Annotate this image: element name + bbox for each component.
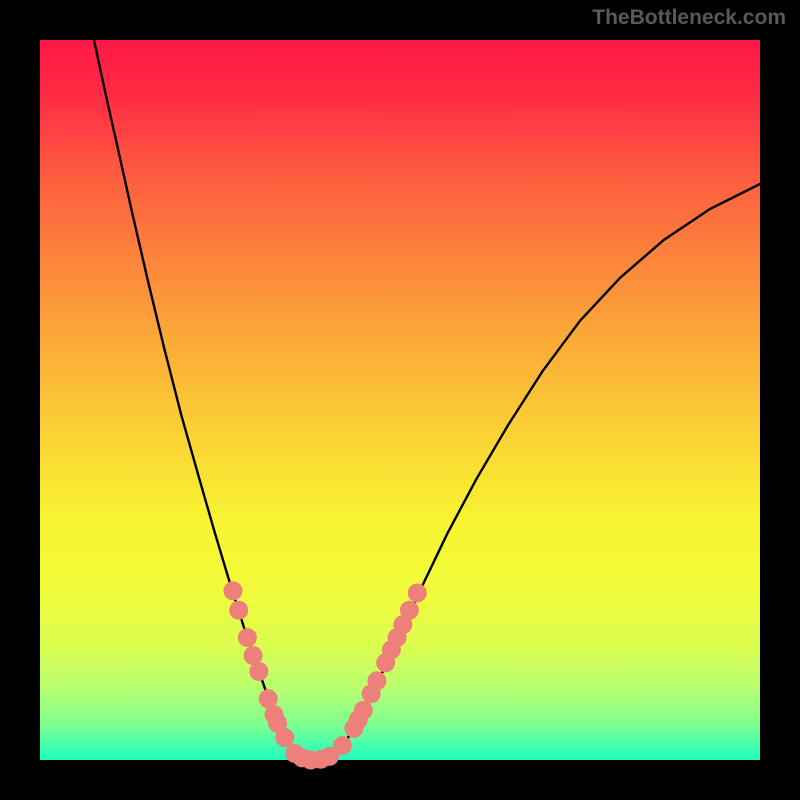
- marker-dot: [223, 581, 242, 600]
- marker-dot: [367, 671, 386, 690]
- marker-dot: [354, 701, 373, 720]
- marker-dot: [408, 583, 427, 602]
- marker-group: [223, 581, 426, 769]
- bottleneck-curve: [94, 40, 760, 760]
- marker-dot: [275, 728, 294, 747]
- marker-dot: [333, 736, 352, 755]
- marker-dot: [229, 601, 248, 620]
- marker-dot: [238, 628, 257, 647]
- marker-dot: [249, 662, 268, 681]
- chart-overlay: [40, 40, 760, 760]
- chart-container: TheBottleneck.com: [0, 0, 800, 800]
- watermark-text: TheBottleneck.com: [592, 6, 786, 30]
- marker-dot: [400, 601, 419, 620]
